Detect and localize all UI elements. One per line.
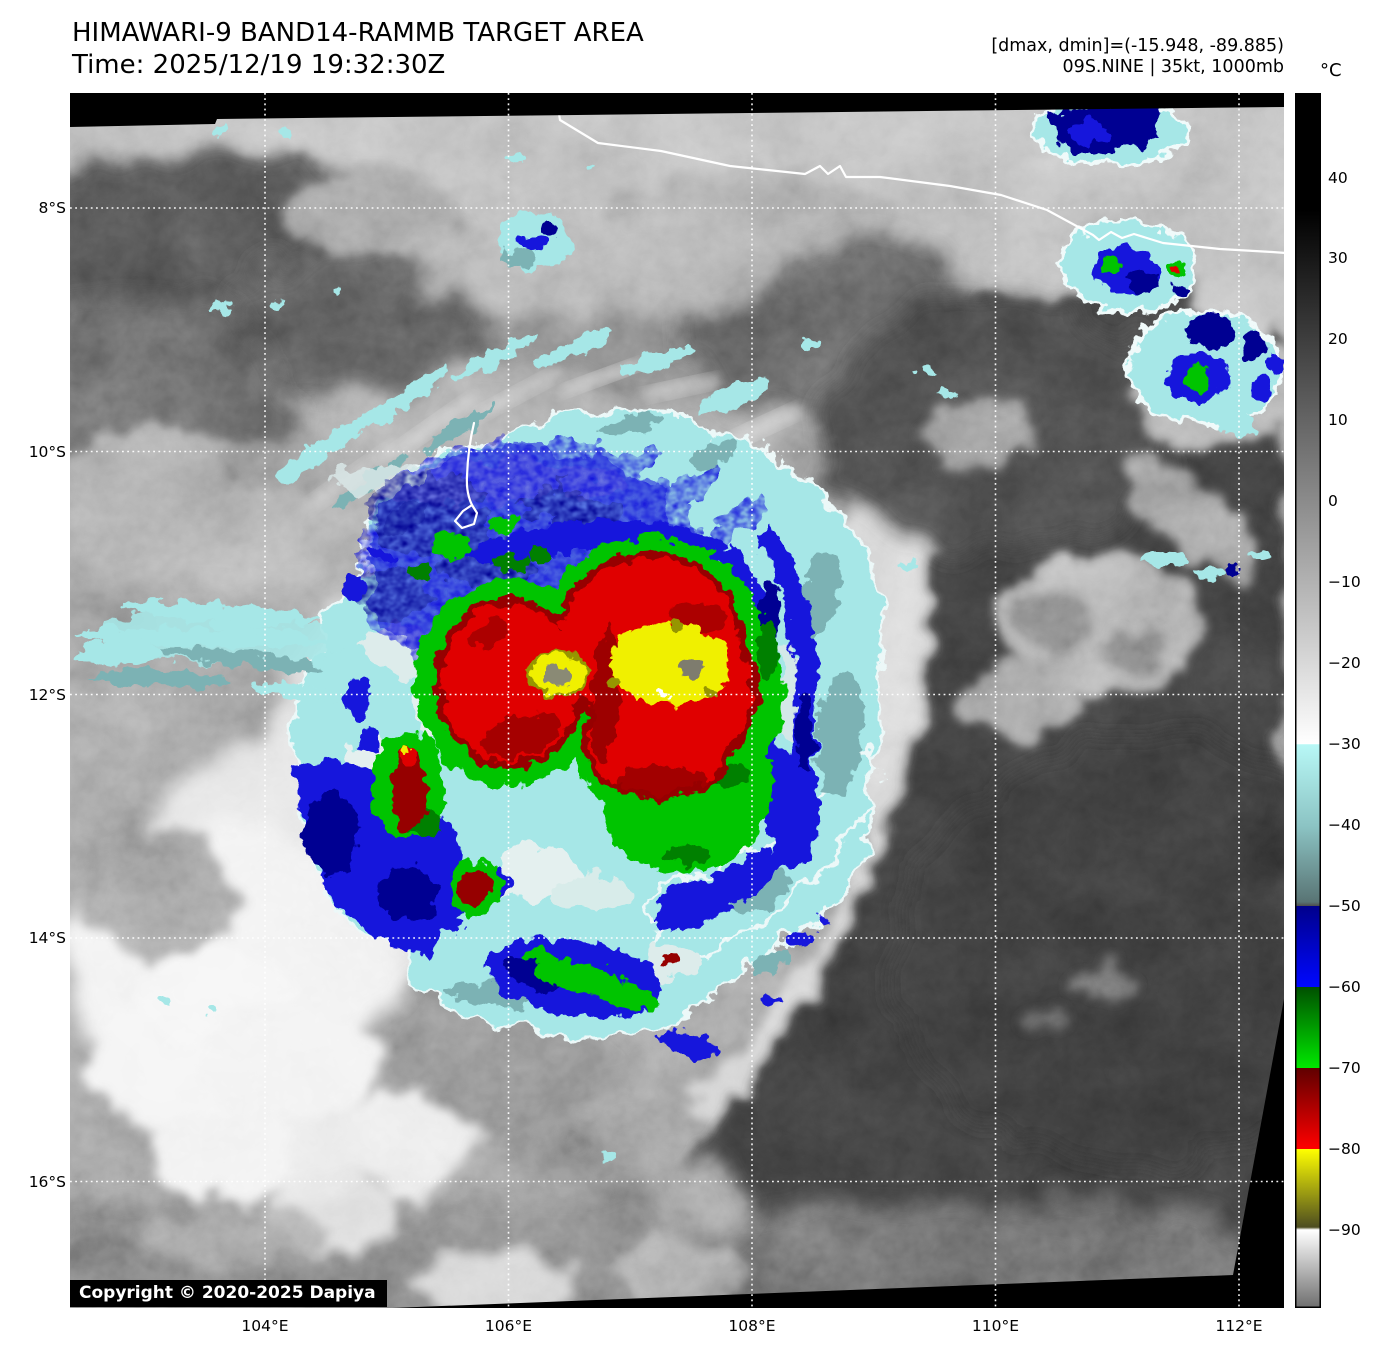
storm-id-intensity: 09S.NINE | 35kt, 1000mb (1062, 56, 1284, 77)
colorbar-tick-label: 40 (1328, 168, 1348, 187)
latitude-tick-label: 8°S (38, 199, 66, 217)
colorbar-tick-label: −80 (1328, 1139, 1361, 1158)
latitude-tick-label: 12°S (28, 685, 66, 704)
latitude-tick-label: 14°S (28, 929, 66, 947)
colorbar-tick-label: −90 (1328, 1220, 1361, 1239)
colorbar-tick-label: −70 (1328, 1058, 1361, 1077)
colorbar-tick-label: −10 (1328, 573, 1361, 592)
colorbar-tick-label: −30 (1328, 735, 1361, 754)
coldest-tops-yellow-layer (403, 620, 730, 753)
dmax-dmin-readout: [dmax, dmin]=(-15.948, -89.885) (991, 36, 1284, 56)
colorbar-tick-label: 0 (1328, 492, 1338, 511)
longitude-tick-label: 112°E (1215, 1317, 1263, 1335)
colorbar-tick-label: −50 (1328, 897, 1361, 916)
info-block: [dmax, dmin]=(-15.948, -89.885) 09S.NINE… (991, 36, 1284, 77)
longitude-tick-label: 110°E (971, 1317, 1020, 1335)
title-block: HIMAWARI-9 BAND14-RAMMB TARGET AREA Time… (72, 17, 644, 81)
timestamp: Time: 2025/12/19 19:32:30Z (72, 50, 446, 81)
colorbar-tick-label: 20 (1328, 330, 1348, 349)
longitude-tick-label: 106°E (484, 1317, 533, 1335)
copyright-badge: Copyright © 2020-2025 Dapiya (70, 1280, 387, 1307)
colorbar-tick-label: −40 (1328, 816, 1361, 835)
colorbar (1295, 93, 1321, 1308)
page-title: HIMAWARI-9 BAND14-RAMMB TARGET AREA (72, 18, 644, 48)
colorbar-tick-label: 10 (1328, 411, 1348, 430)
colorbar-gradient (1295, 93, 1321, 1308)
satellite-map (70, 93, 1284, 1308)
colorbar-tick-label: 30 (1328, 249, 1348, 268)
longitude-tick-label: 104°E (241, 1317, 289, 1335)
colorbar-tick-label: −20 (1328, 654, 1361, 673)
colorbar-tick-label: −60 (1328, 978, 1361, 996)
latitude-tick-label: 10°S (28, 442, 66, 461)
coastline (453, 107, 1284, 530)
satellite-data-region (70, 107, 1284, 1308)
longitude-tick-label: 108°E (728, 1317, 776, 1335)
satellite-image (70, 93, 1284, 1308)
latitude-tick-label: 16°S (28, 1172, 66, 1191)
colorbar-unit-label: °C (1320, 60, 1342, 81)
